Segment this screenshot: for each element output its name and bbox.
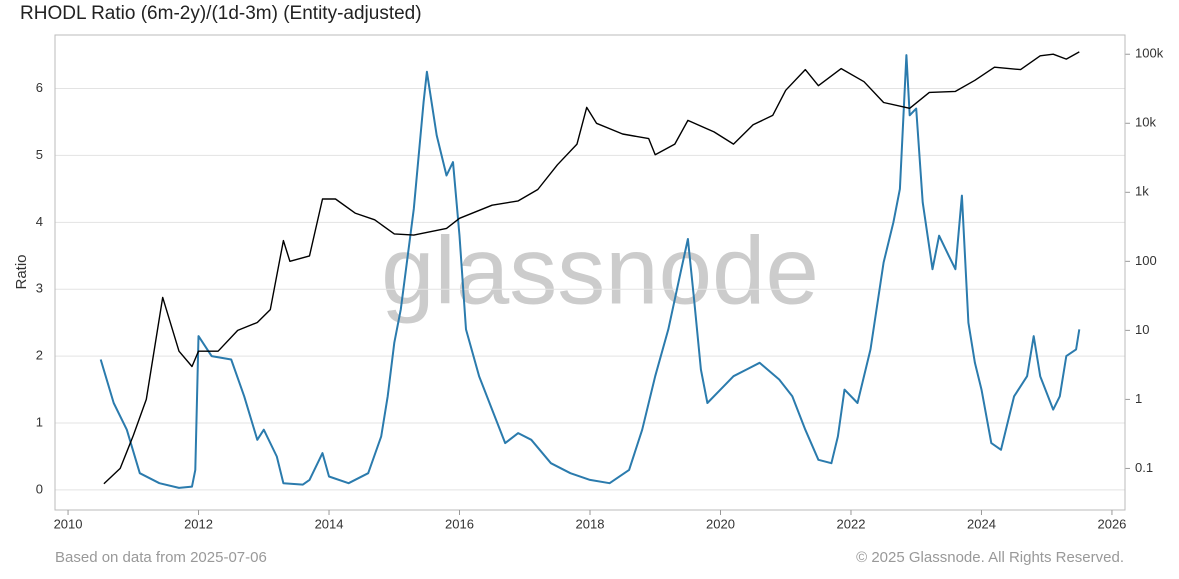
x-tick-label: 2018	[576, 516, 605, 531]
y-tick-label: 2	[36, 348, 43, 363]
y2-tick-label: 10	[1135, 322, 1149, 337]
y-tick-label: 3	[36, 281, 43, 296]
footer-copyright: © 2025 Glassnode. All Rights Reserved.	[856, 549, 1124, 566]
y2-tick-label: 1k	[1135, 184, 1149, 199]
y-tick-label: 4	[36, 214, 43, 229]
x-tick-label: 2012	[184, 516, 213, 531]
y-tick-label: 1	[36, 414, 43, 429]
y-tick-label: 0	[36, 481, 43, 496]
y2-tick-label: 100k	[1135, 46, 1164, 61]
x-tick-label: 2014	[315, 516, 344, 531]
x-tick-label: 2026	[1097, 516, 1126, 531]
series-line	[103, 51, 1080, 485]
y2-tick-label: 100	[1135, 253, 1157, 268]
y2-tick-label: 10k	[1135, 115, 1156, 130]
y2-tick-label: 0.1	[1135, 460, 1153, 475]
y-tick-label: 5	[36, 147, 43, 162]
series-line	[99, 54, 1081, 489]
y2-tick-label: 1	[1135, 391, 1142, 406]
watermark: glassnode	[381, 217, 819, 324]
x-tick-label: 2020	[706, 516, 735, 531]
x-tick-label: 2010	[54, 516, 83, 531]
x-tick-label: 2022	[837, 516, 866, 531]
y-tick-label: 6	[36, 80, 43, 95]
chart-title: RHODL Ratio (6m-2y)/(1d-3m) (Entity-adju…	[20, 3, 422, 24]
x-tick-label: 2024	[967, 516, 996, 531]
x-tick-label: 2016	[445, 516, 474, 531]
y-axis-label: Ratio	[13, 254, 30, 289]
footer-source: Based on data from 2025-07-06	[55, 549, 267, 566]
